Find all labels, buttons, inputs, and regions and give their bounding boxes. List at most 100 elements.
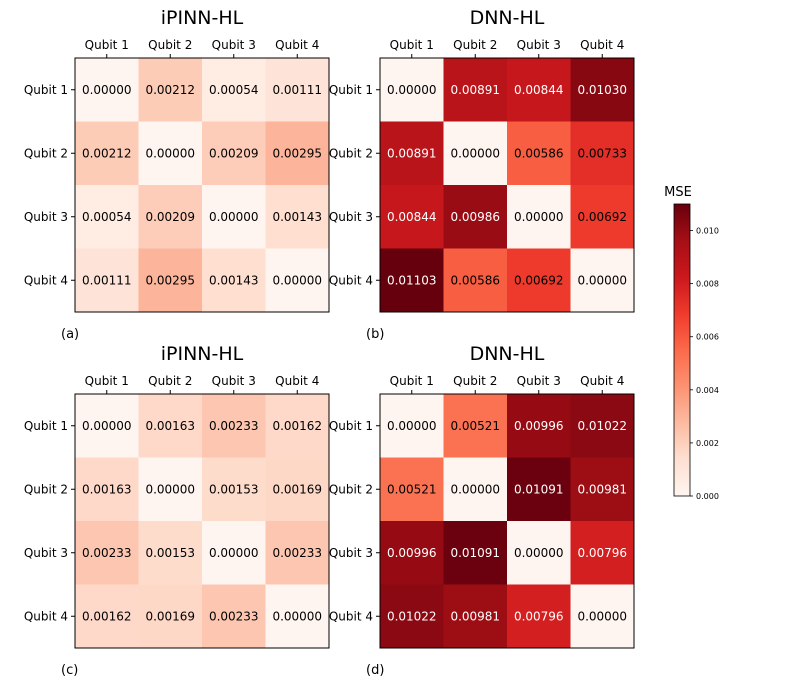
- heatmap-panels: iPINN-HL 0.00000 0.00212 0.00054 0.00111 0.00…: [24, 7, 635, 678]
- heatmap-cell: [443, 584, 508, 649]
- x-tick-label: Qubit 2: [453, 38, 497, 52]
- cell-value-label: 0.00796: [514, 609, 564, 623]
- x-tick-label: Qubit 1: [85, 38, 129, 52]
- cell-value-label: 0.00143: [272, 210, 322, 224]
- cell-value-label: 0.00295: [145, 273, 195, 287]
- heatmap-cell: [75, 185, 139, 249]
- y-tick-label: Qubit 1: [329, 419, 373, 433]
- heatmap-cell: [570, 185, 635, 249]
- cell-value-label: 0.00233: [272, 546, 322, 560]
- heatmap-cell: [570, 58, 635, 122]
- y-tick-label: Qubit 4: [24, 273, 68, 287]
- cell-value-label: 0.00153: [145, 546, 195, 560]
- x-tick-label: Qubit 1: [85, 374, 129, 388]
- y-tick-label: Qubit 3: [24, 546, 68, 560]
- cell-value-label: 0.00209: [209, 146, 259, 160]
- heatmap-cell: [507, 394, 571, 458]
- cell-value-label: 0.00996: [387, 546, 437, 560]
- heatmap-cell: [202, 584, 266, 649]
- cell-value-label: 0.00162: [272, 419, 322, 433]
- cell-value-label: 0.00295: [272, 146, 322, 160]
- cell-value-label: 0.00586: [514, 146, 564, 160]
- heatmap-cell: [202, 521, 266, 585]
- y-tick-label: Qubit 2: [329, 146, 373, 160]
- heatmap-cell: [265, 58, 330, 122]
- panel-title: DNN-HL: [470, 7, 545, 29]
- cell-value-label: 0.00000: [387, 419, 437, 433]
- y-tick-label: Qubit 4: [24, 609, 68, 623]
- heatmap-cell: [507, 121, 571, 186]
- heatmap-cell: [570, 394, 635, 458]
- x-tick-label: Qubit 1: [390, 38, 434, 52]
- heatmap-cell: [570, 248, 635, 313]
- panel-label: (d): [366, 663, 384, 678]
- cell-value-label: 0.00891: [387, 146, 437, 160]
- cell-value-label: 0.00000: [387, 83, 437, 97]
- cell-value-label: 0.00891: [450, 83, 500, 97]
- cell-value-label: 0.00692: [514, 273, 564, 287]
- cell-value-label: 0.00000: [272, 273, 322, 287]
- cell-value-label: 0.00233: [209, 609, 259, 623]
- cell-value-label: 0.00233: [209, 419, 259, 433]
- y-tick-label: Qubit 2: [329, 482, 373, 496]
- heatmap-cell: [570, 521, 635, 585]
- heatmap-panel: DNN-HL 0.00000 0.00891 0.00844 0.01030 0.0089…: [329, 7, 635, 342]
- heatmap-cell: [443, 521, 508, 585]
- cell-value-label: 0.00054: [209, 83, 259, 97]
- heatmap-cell: [507, 185, 571, 249]
- panel-label: (b): [366, 327, 384, 342]
- heatmap-cell: [380, 121, 444, 186]
- cell-value-label: 0.00169: [145, 609, 195, 623]
- x-tick-label: Qubit 1: [390, 374, 434, 388]
- heatmap-cell: [138, 457, 203, 522]
- cell-value-label: 0.00163: [145, 419, 195, 433]
- heatmap-panel: DNN-HL 0.00000 0.00521 0.00996 0.01022 0.0052…: [329, 343, 635, 678]
- cell-value-label: 0.00212: [82, 146, 132, 160]
- y-tick-label: Qubit 1: [24, 419, 68, 433]
- cell-value-label: 0.00209: [145, 210, 195, 224]
- panel-label: (a): [61, 327, 79, 342]
- cell-value-label: 0.00586: [450, 273, 500, 287]
- heatmap-cell: [75, 394, 139, 458]
- colorbar-tick-label: 0.000: [696, 492, 719, 501]
- cell-value-label: 0.00981: [577, 482, 627, 496]
- cell-value-label: 0.00000: [450, 482, 500, 496]
- x-tick-label: Qubit 3: [212, 374, 256, 388]
- x-tick-label: Qubit 4: [275, 38, 319, 52]
- heatmap-cell: [380, 58, 444, 122]
- cell-value-label: 0.01091: [450, 546, 500, 560]
- cell-value-label: 0.00000: [577, 609, 627, 623]
- colorbar-tick-label: 0.010: [696, 227, 719, 236]
- heatmap-cell: [380, 248, 444, 313]
- cell-value-label: 0.01022: [577, 419, 627, 433]
- heatmap-cell: [202, 121, 266, 186]
- heatmap-cell: [443, 185, 508, 249]
- cell-value-label: 0.01030: [577, 83, 627, 97]
- cell-value-label: 0.00986: [450, 210, 500, 224]
- heatmap-cell: [265, 121, 330, 186]
- colorbar-tick-label: 0.008: [696, 280, 719, 289]
- cell-value-label: 0.00000: [514, 546, 564, 560]
- cell-value-label: 0.00521: [450, 419, 500, 433]
- colorbar: MSE 0.000 0.002 0.004 0.006 0.008 0.010: [664, 185, 719, 501]
- cell-value-label: 0.00169: [272, 482, 322, 496]
- x-tick-label: Qubit 3: [212, 38, 256, 52]
- x-tick-label: Qubit 4: [580, 38, 624, 52]
- heatmap-cell: [265, 521, 330, 585]
- heatmap-cell: [202, 457, 266, 522]
- heatmap-cell: [380, 457, 444, 522]
- y-tick-label: Qubit 2: [24, 482, 68, 496]
- x-tick-label: Qubit 4: [275, 374, 319, 388]
- heatmap-cell: [507, 457, 571, 522]
- heatmap-frame: [379, 57, 635, 313]
- heatmap-cell: [507, 58, 571, 122]
- heatmap-cell: [380, 185, 444, 249]
- heatmap-cell: [443, 457, 508, 522]
- cell-value-label: 0.00996: [514, 419, 564, 433]
- heatmap-cell: [138, 58, 203, 122]
- cell-value-label: 0.00796: [577, 546, 627, 560]
- cell-value-label: 0.00054: [82, 210, 132, 224]
- colorbar-tick-label: 0.002: [696, 439, 719, 448]
- heatmap-cell: [138, 394, 203, 458]
- cell-value-label: 0.00844: [387, 210, 437, 224]
